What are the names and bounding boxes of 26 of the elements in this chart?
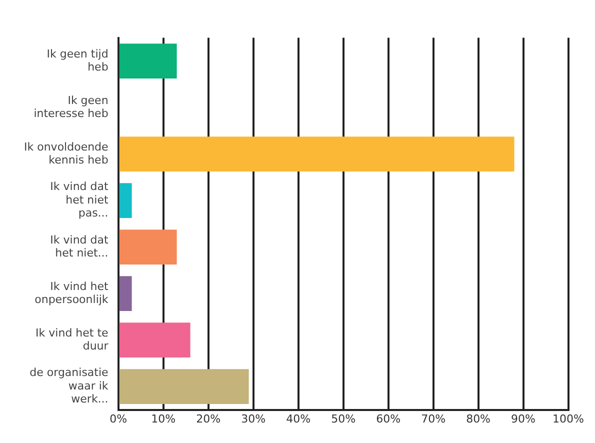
bar bbox=[119, 136, 514, 172]
x-tick-label: 30% bbox=[241, 412, 266, 426]
y-tick-label: de organisatie waar ik werk... bbox=[30, 366, 109, 406]
x-tick-label: 40% bbox=[286, 412, 311, 426]
x-tick-label: 70% bbox=[421, 412, 446, 426]
x-tick-label: 90% bbox=[511, 412, 536, 426]
bar bbox=[119, 44, 177, 78]
bar bbox=[119, 322, 190, 358]
y-tick-label: Ik vind het onpersoonlijk bbox=[34, 280, 109, 306]
x-tick-label: 10% bbox=[151, 412, 176, 426]
x-tick-label: 20% bbox=[196, 412, 221, 426]
bar bbox=[119, 276, 132, 311]
bar bbox=[119, 369, 249, 404]
y-tick-label: Ik vind dat het niet... bbox=[50, 233, 109, 260]
bar bbox=[119, 183, 132, 218]
x-tick-label: 80% bbox=[466, 412, 491, 426]
x-tick-label: 60% bbox=[376, 412, 401, 426]
bar bbox=[119, 230, 177, 264]
y-tick-label: Ik geen interesse heb bbox=[34, 94, 108, 120]
y-tick-label: Ik onvoldoende kennis heb bbox=[24, 140, 109, 167]
x-tick-label: 0% bbox=[110, 412, 128, 426]
x-tick-label: 50% bbox=[331, 412, 356, 426]
x-tick-label: 100% bbox=[552, 412, 584, 426]
y-tick-label: Ik vind dat het niet pas... bbox=[50, 180, 109, 220]
y-tick-label: Ik geen tijd heb bbox=[46, 47, 108, 74]
y-tick-label: Ik vind het te duur bbox=[36, 326, 109, 353]
